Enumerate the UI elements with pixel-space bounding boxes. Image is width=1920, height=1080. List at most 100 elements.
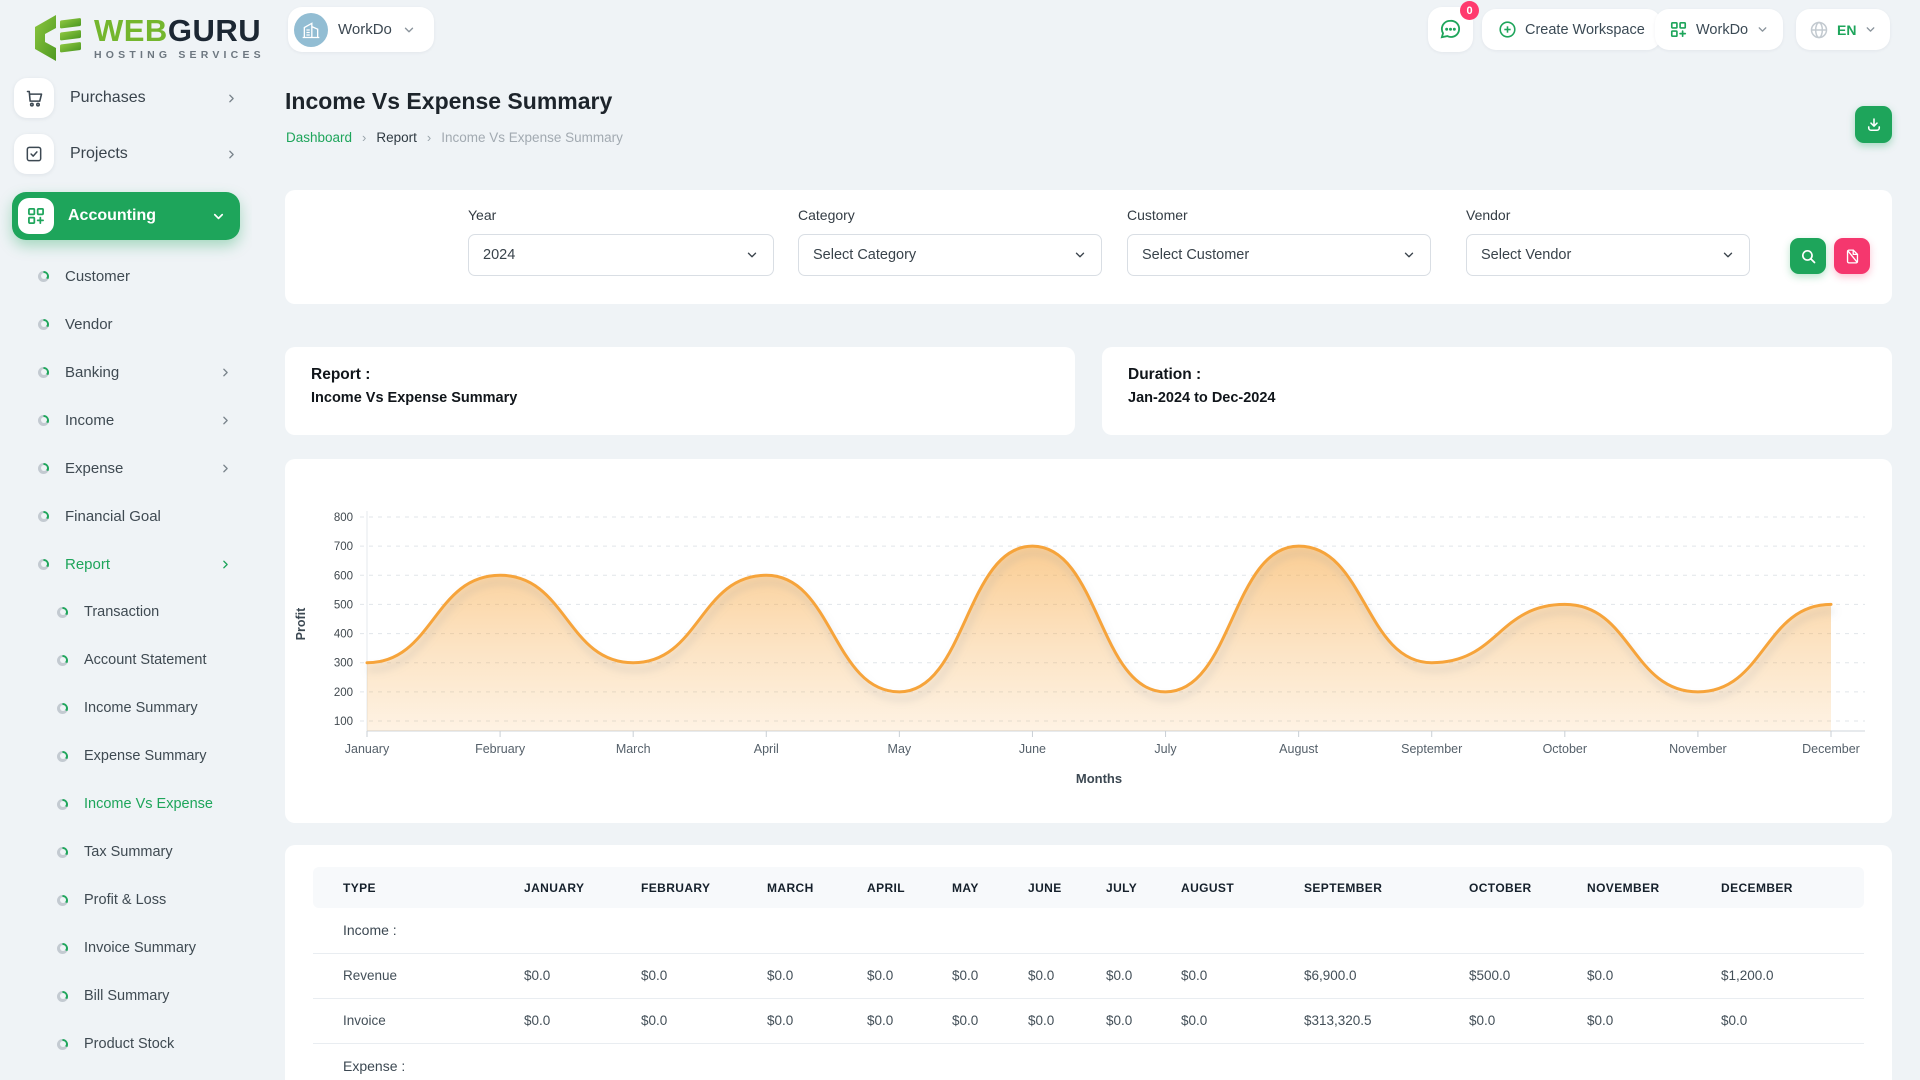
- chevron-down-icon: [1073, 248, 1087, 262]
- svg-text:May: May: [888, 742, 912, 756]
- table-column-june: JUNE: [1014, 867, 1092, 908]
- sidebar-item-cash-flow[interactable]: Cash Flow: [0, 1068, 252, 1080]
- sidebar-item-accounting[interactable]: Accounting: [12, 192, 240, 240]
- logo-text-guru: GURU: [168, 13, 261, 48]
- messages-button[interactable]: 0: [1428, 7, 1473, 52]
- sidebar-item-label: Accounting: [68, 207, 197, 225]
- table-column-september: SEPTEMBER: [1290, 867, 1455, 908]
- table-cell: Invoice: [313, 998, 510, 1043]
- table-column-october: OCTOBER: [1455, 867, 1573, 908]
- sidebar-item-bill-summary[interactable]: Bill Summary: [0, 972, 252, 1020]
- page-title: Income Vs Expense Summary: [285, 88, 612, 115]
- table-cell: $0.0: [1573, 998, 1707, 1043]
- bullet-icon: [57, 991, 68, 1002]
- customer-select[interactable]: Select Customer: [1127, 234, 1431, 276]
- chevron-down-icon: [745, 248, 759, 262]
- duration-card-title: Duration :: [1128, 366, 1866, 384]
- table-cell: $0.0: [1573, 953, 1707, 998]
- vendor-select[interactable]: Select Vendor: [1466, 234, 1750, 276]
- table-cell: $0.0: [1092, 953, 1167, 998]
- workspace-switcher[interactable]: WorkDo: [288, 7, 434, 52]
- sidebar-item-banking[interactable]: Banking: [0, 348, 252, 396]
- table-cell: $313,320.5: [1290, 998, 1455, 1043]
- sidebar: PurchasesProjects Accounting CustomerVen…: [0, 70, 252, 1080]
- workspace-avatar: [294, 13, 328, 47]
- webguru-logo[interactable]: WEBGURU HOSTING SERVICES: [32, 12, 265, 64]
- cart-icon: [14, 78, 54, 118]
- table-cell: $0.0: [853, 953, 938, 998]
- chevron-right-icon: [219, 414, 232, 427]
- year-select[interactable]: 2024: [468, 234, 774, 276]
- bullet-icon: [38, 415, 49, 426]
- bullet-icon: [38, 559, 49, 570]
- profit-area-chart: 800700600500400300200100JanuaryFebruaryM…: [285, 459, 1892, 823]
- sidebar-item-projects[interactable]: Projects: [0, 126, 252, 182]
- sidebar-item-transaction[interactable]: Transaction: [0, 588, 252, 636]
- workdo-menu-label: WorkDo: [1696, 22, 1748, 38]
- table-section-row: Income :: [313, 908, 1864, 953]
- bullet-icon: [38, 367, 49, 378]
- workspace-name: WorkDo: [338, 21, 392, 38]
- reset-filter-button[interactable]: [1834, 238, 1870, 274]
- main-content: Income Vs Expense Summary Dashboard › Re…: [252, 62, 1920, 1080]
- table-cell: $0.0: [627, 998, 753, 1043]
- svg-text:June: June: [1019, 742, 1046, 756]
- breadcrumb-dashboard[interactable]: Dashboard: [286, 130, 352, 145]
- svg-text:600: 600: [334, 570, 353, 582]
- svg-text:February: February: [475, 742, 526, 756]
- sidebar-item-account-statement[interactable]: Account Statement: [0, 636, 252, 684]
- sidebar-item-report[interactable]: Report: [0, 540, 252, 588]
- breadcrumb-report[interactable]: Report: [376, 130, 417, 145]
- sidebar-item-income[interactable]: Income: [0, 396, 252, 444]
- chevron-right-icon: [225, 148, 238, 161]
- messages-count-badge: 0: [1460, 1, 1479, 20]
- bullet-icon: [57, 943, 68, 954]
- language-selector[interactable]: EN: [1796, 9, 1890, 50]
- create-workspace-button[interactable]: Create Workspace: [1482, 9, 1661, 50]
- sidebar-item-income-summary[interactable]: Income Summary: [0, 684, 252, 732]
- sidebar-item-customer[interactable]: Customer: [0, 252, 252, 300]
- chevron-right-icon: [219, 558, 232, 571]
- report-card-title: Report :: [311, 366, 1049, 384]
- category-select[interactable]: Select Category: [798, 234, 1102, 276]
- logo-subtitle: HOSTING SERVICES: [94, 50, 265, 61]
- svg-text:300: 300: [334, 658, 353, 670]
- sidebar-item-financial-goal[interactable]: Financial Goal: [0, 492, 252, 540]
- chevron-down-icon: [402, 23, 416, 37]
- income-expense-table-card: TYPEJANUARYFEBRUARYMARCHAPRILMAYJUNEJULY…: [285, 845, 1892, 1080]
- svg-text:September: September: [1401, 742, 1462, 756]
- grid-plus-icon: [18, 198, 54, 234]
- sidebar-item-purchases[interactable]: Purchases: [0, 70, 252, 126]
- svg-text:January: January: [345, 742, 390, 756]
- sidebar-item-expense[interactable]: Expense: [0, 444, 252, 492]
- sidebar-item-profit-loss[interactable]: Profit & Loss: [0, 876, 252, 924]
- file-slash-icon: [1844, 248, 1861, 265]
- download-report-button[interactable]: [1855, 106, 1892, 143]
- chevron-down-icon: [1721, 248, 1735, 262]
- duration-card-value: Jan-2024 to Dec-2024: [1128, 390, 1866, 406]
- chevron-down-icon: [1864, 23, 1877, 36]
- svg-text:400: 400: [334, 629, 353, 641]
- sidebar-item-tax-summary[interactable]: Tax Summary: [0, 828, 252, 876]
- table-column-february: FEBRUARY: [627, 867, 753, 908]
- table-cell: Revenue: [313, 953, 510, 998]
- table-section-row: Expense :: [313, 1043, 1864, 1080]
- svg-text:April: April: [754, 742, 779, 756]
- workdo-menu-button[interactable]: WorkDo: [1655, 9, 1783, 50]
- table-column-april: APRIL: [853, 867, 938, 908]
- sidebar-item-invoice-summary[interactable]: Invoice Summary: [0, 924, 252, 972]
- bullet-icon: [57, 607, 68, 618]
- table-cell: $0.0: [1455, 998, 1573, 1043]
- apply-filter-button[interactable]: [1790, 238, 1826, 274]
- sidebar-item-vendor[interactable]: Vendor: [0, 300, 252, 348]
- sidebar-item-expense-summary[interactable]: Expense Summary: [0, 732, 252, 780]
- breadcrumb-current: Income Vs Expense Summary: [441, 130, 623, 145]
- chevron-right-icon: [219, 366, 232, 379]
- income-expense-table: TYPEJANUARYFEBRUARYMARCHAPRILMAYJUNEJULY…: [313, 867, 1864, 1080]
- sidebar-item-income-vs-expense[interactable]: Income Vs Expense: [0, 780, 252, 828]
- bullet-icon: [57, 751, 68, 762]
- svg-text:100: 100: [334, 716, 353, 728]
- search-icon: [1800, 248, 1817, 265]
- sidebar-item-product-stock[interactable]: Product Stock: [0, 1020, 252, 1068]
- chevron-down-icon: [1756, 23, 1769, 36]
